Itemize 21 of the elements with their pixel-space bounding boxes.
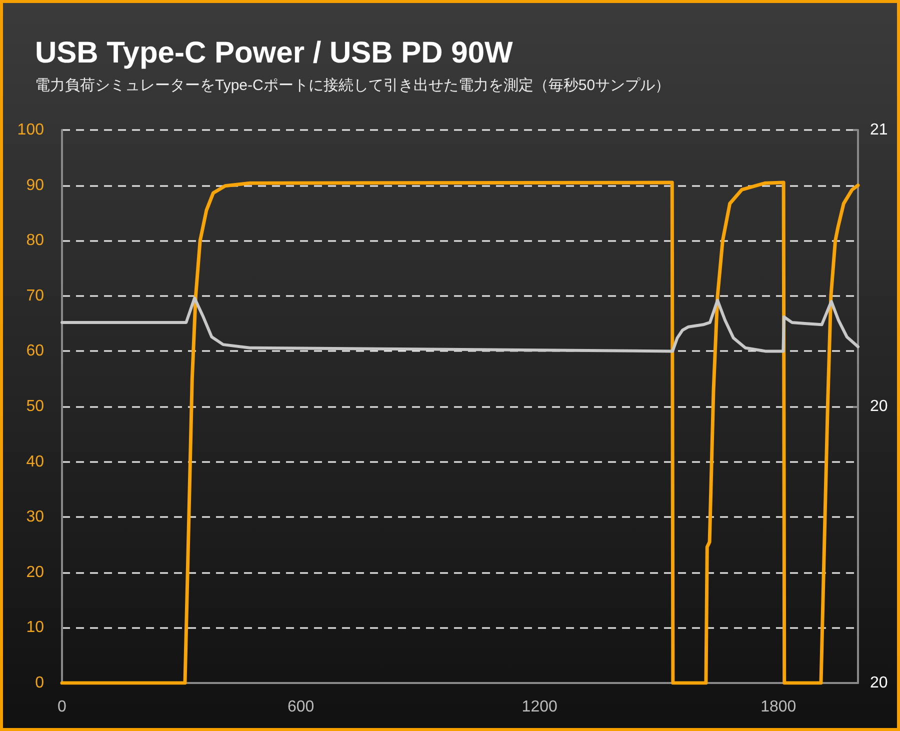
x-tick-label: 600 xyxy=(287,698,314,716)
y-tick-label: 30 xyxy=(26,508,44,526)
y2-tick-label: 20 xyxy=(870,398,888,415)
x-tick-label: 0 xyxy=(58,698,67,716)
y-tick-label: 60 xyxy=(26,342,44,360)
y-tick-label: 50 xyxy=(26,398,44,415)
x-tick-label: 1800 xyxy=(760,698,796,716)
y-tick-label: 40 xyxy=(26,453,44,470)
y-tick-label: 0 xyxy=(35,674,44,692)
y-tick-label: 20 xyxy=(26,564,44,581)
y-tick-label: 100 xyxy=(17,122,44,138)
x-tick-label: 1200 xyxy=(522,698,558,716)
y2-tick-label: 21 xyxy=(870,122,888,138)
y-tick-label: 10 xyxy=(26,619,44,636)
y-tick-label: 70 xyxy=(26,287,44,304)
y2-tick-label: 20 xyxy=(870,674,888,692)
y-tick-label: 80 xyxy=(26,232,44,250)
line-series xyxy=(60,296,860,353)
chart-title: USB Type-C Power / USB PD 90W xyxy=(35,36,514,70)
chart-subtitle: 電力負荷シミュレーターをType-Cポートに接続して引き出せた電力を測定（毎秒50サンプル） xyxy=(35,77,670,94)
y-tick-label: 90 xyxy=(26,176,44,194)
